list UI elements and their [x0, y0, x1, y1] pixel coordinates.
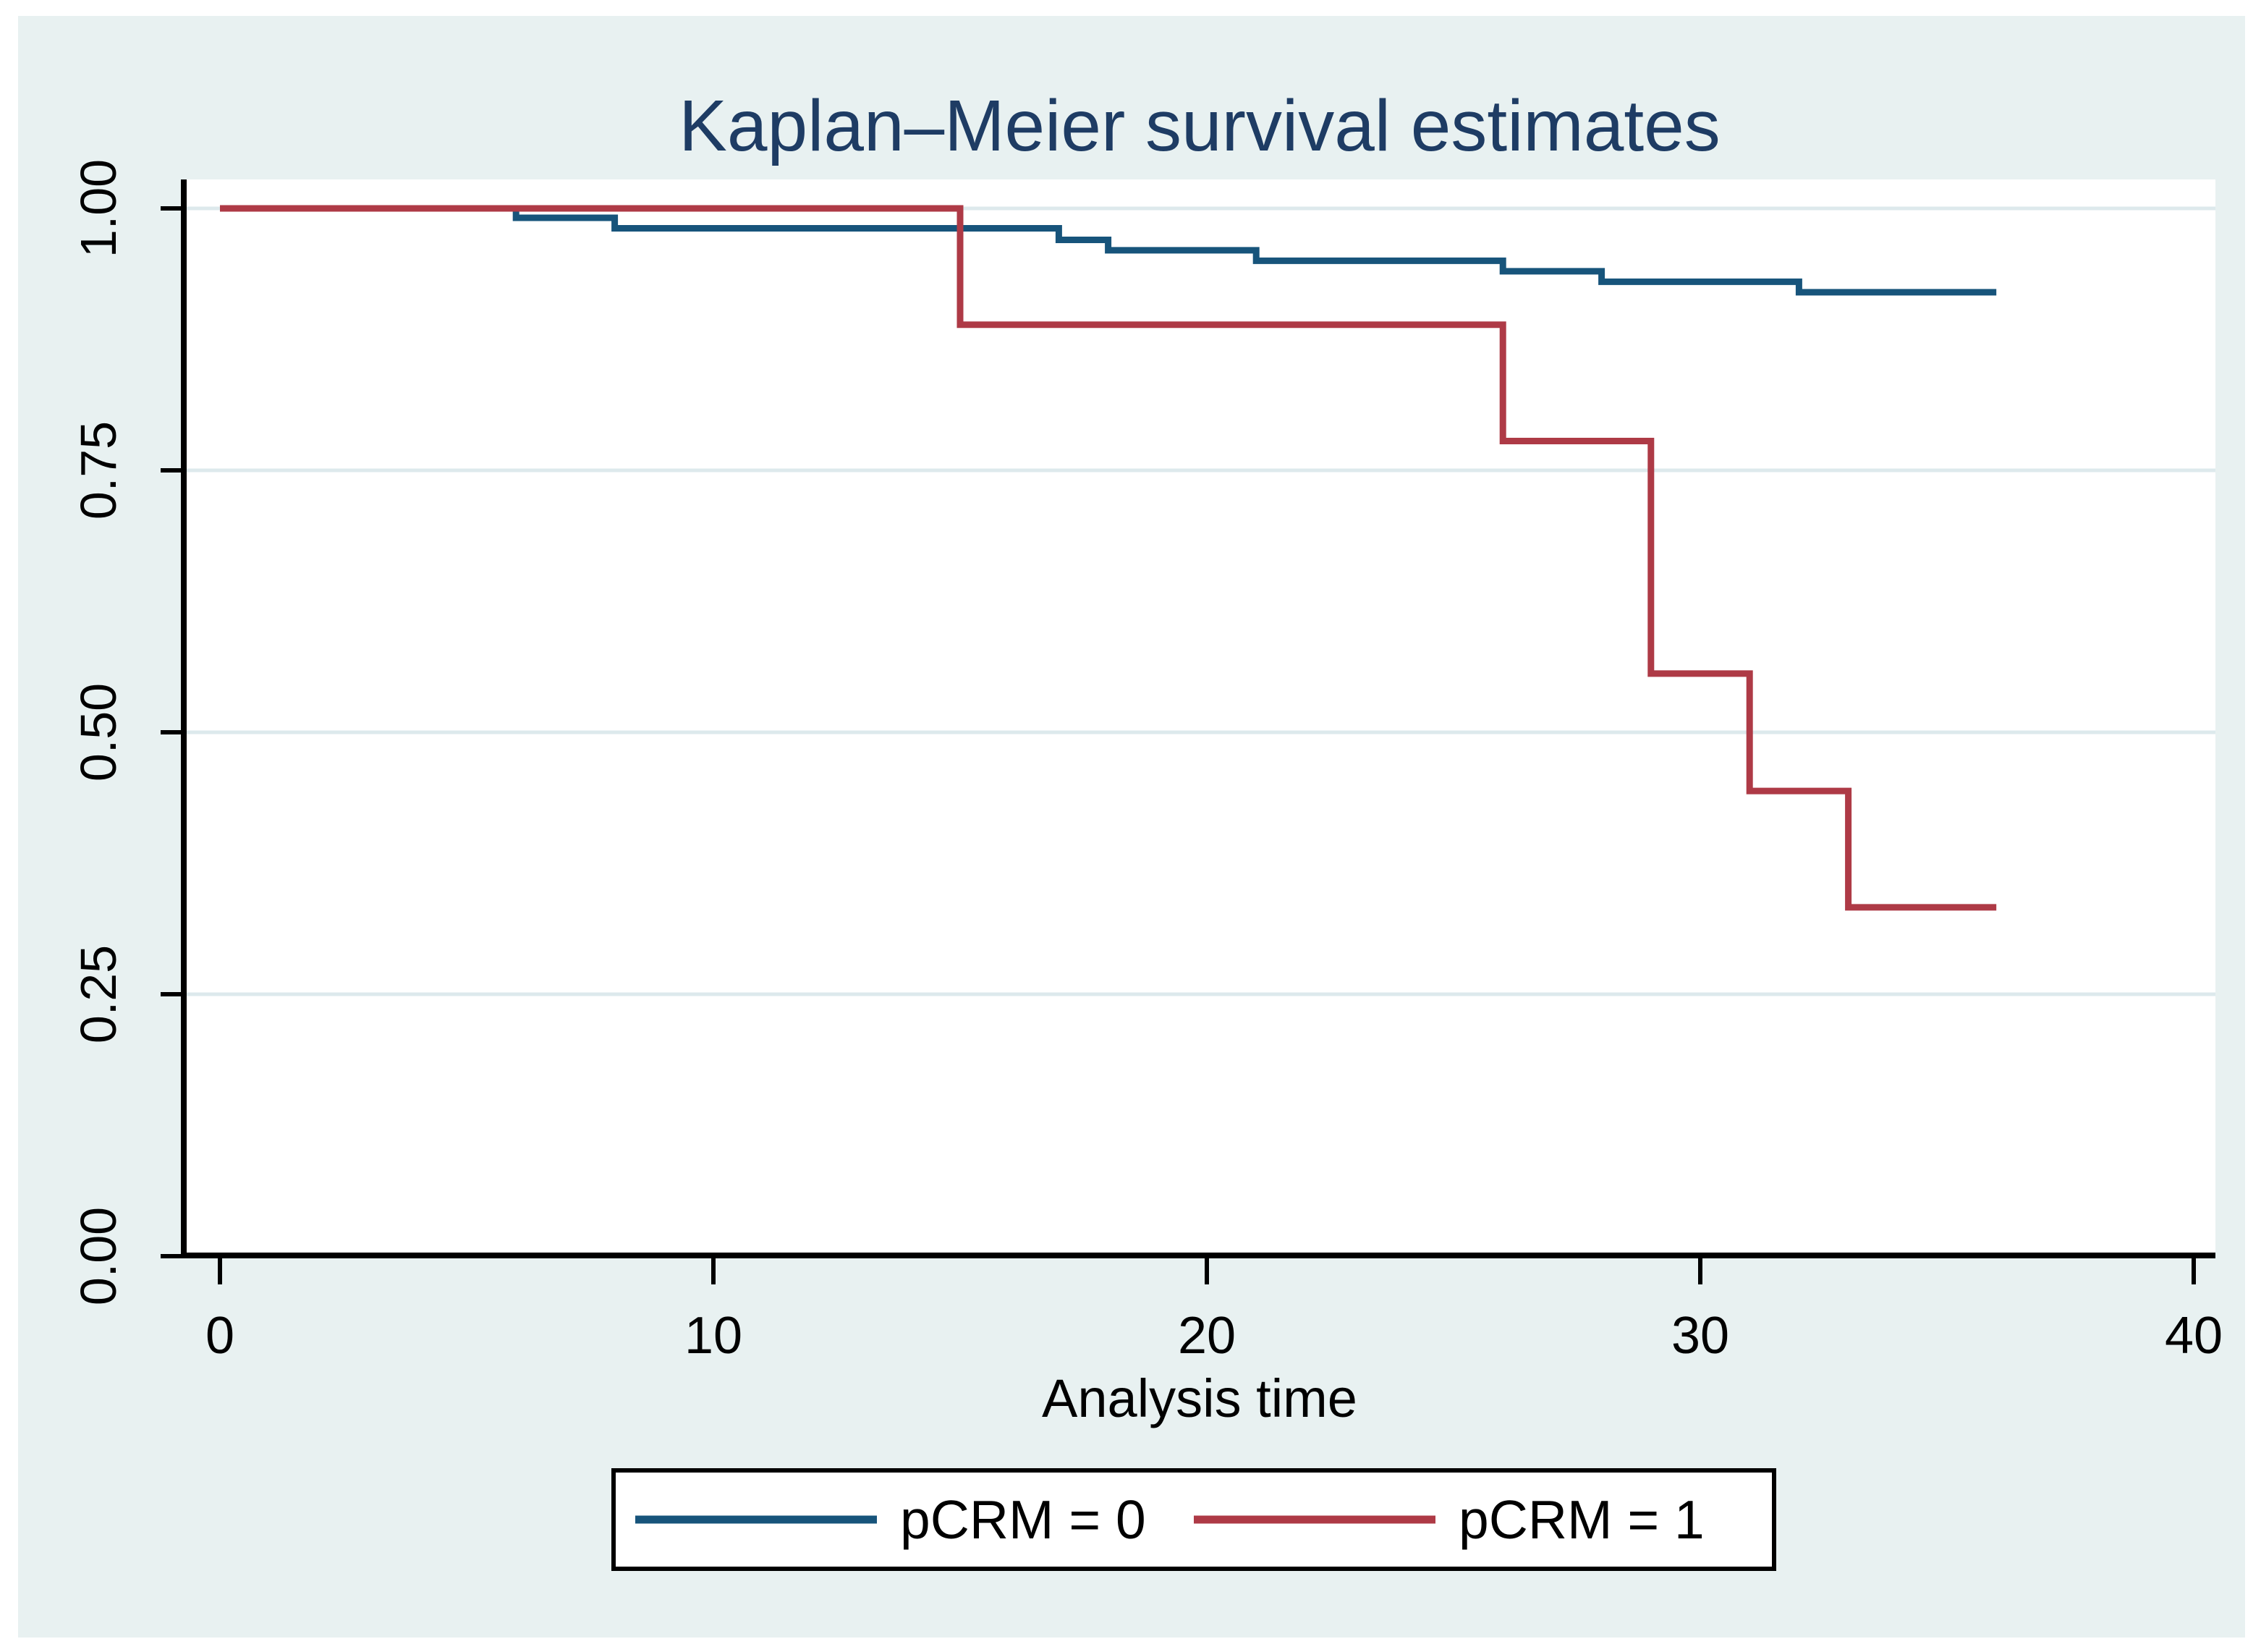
y-tick-label-0.75: 0.75: [70, 421, 127, 520]
x-tick-label-30: 30: [1671, 1307, 1729, 1365]
legend-label-0: pCRM = 0: [900, 1489, 1146, 1550]
x-axis-title: Analysis time: [1042, 1368, 1357, 1428]
y-tick-label-1.00: 1.00: [70, 159, 127, 258]
y-tick-label-0.50: 0.50: [70, 683, 127, 781]
km-curve-pcrm1: [220, 205, 1997, 911]
x-tick-label-20: 20: [1178, 1307, 1236, 1365]
x-tick-label-0: 0: [205, 1307, 234, 1365]
y-tick-label-0.00: 0.00: [70, 1207, 127, 1305]
km-curve-pcrm0: [220, 205, 1997, 296]
plot-area: [184, 179, 2215, 1255]
y-tick-label-0.25: 0.25: [70, 945, 127, 1043]
x-tick-label-40: 40: [2165, 1307, 2223, 1365]
legend-label-1: pCRM = 1: [1459, 1489, 1705, 1550]
x-tick-label-10: 10: [684, 1307, 742, 1365]
chart-title: Kaplan–Meier survival estimates: [679, 85, 1721, 166]
